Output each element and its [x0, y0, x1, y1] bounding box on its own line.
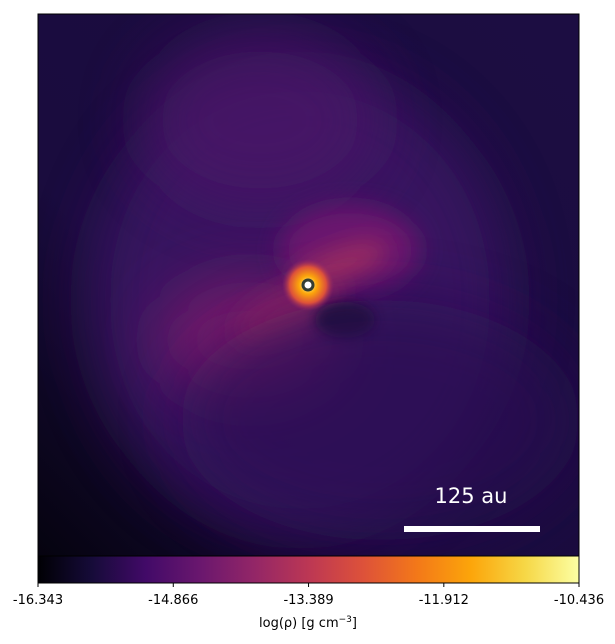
tick-label: -13.389 — [283, 593, 333, 608]
scale-bar-label: 125 au — [435, 484, 508, 508]
density-map — [38, 14, 579, 556]
colorbar-label-part: ] — [352, 616, 357, 631]
colorbar-fill — [37, 555, 580, 584]
colorbar-label-part: −3 — [339, 615, 352, 625]
sink-marker — [301, 278, 315, 292]
tick-label: -10.436 — [554, 593, 604, 608]
tick-label: -14.866 — [148, 593, 198, 608]
colorbar: -16.343 -14.866 -13.389 -11.912 -10.436 — [13, 555, 604, 608]
tick-label: -16.343 — [13, 593, 63, 608]
colorbar-label: log(ρ) [g cm−3] — [259, 615, 357, 631]
tick-label: -11.912 — [419, 593, 469, 608]
scale-bar — [404, 526, 540, 532]
colorbar-label-part: log(ρ) [g cm — [259, 616, 339, 631]
